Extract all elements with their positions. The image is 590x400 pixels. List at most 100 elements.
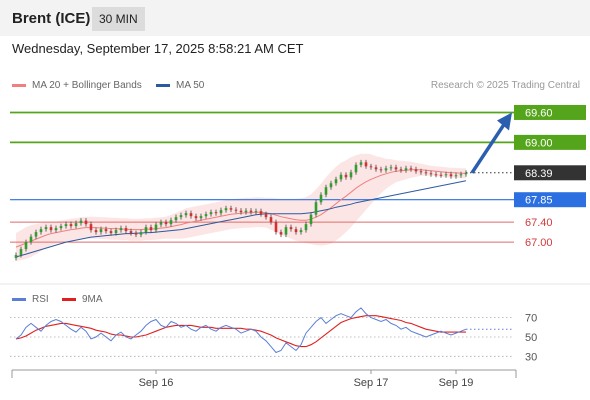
candle-body: [49, 227, 53, 231]
candle-body: [29, 236, 33, 243]
candle-body: [399, 169, 403, 171]
level-label-67.85: 67.85: [525, 195, 553, 207]
rsi-line: [15, 307, 467, 354]
candle-body: [119, 228, 123, 231]
candle-body: [79, 220, 83, 224]
last-price-tag: [514, 165, 586, 181]
candle-body: [174, 217, 178, 221]
candle-body: [299, 230, 303, 233]
candle-body: [389, 167, 393, 169]
candle-body: [189, 213, 193, 217]
candle-body: [334, 179, 338, 184]
candle-body: [89, 224, 93, 231]
candle-body: [359, 162, 363, 165]
candle-body: [59, 226, 63, 229]
candle-body: [129, 231, 133, 234]
candle-body: [449, 174, 453, 177]
candle-body: [414, 169, 418, 172]
candle-body: [44, 227, 48, 230]
candle-body: [409, 168, 413, 170]
candle-body: [179, 215, 183, 218]
candle-body: [424, 172, 428, 174]
candle-body: [379, 169, 383, 171]
candle-body: [19, 249, 23, 256]
candle-body: [404, 168, 408, 171]
level-label-69.00: 69.00: [525, 137, 553, 149]
x-tick-label: Sep 17: [354, 377, 389, 389]
rsi-level-label-50: 50: [525, 332, 537, 344]
legend-swatch-9ma: [62, 297, 76, 301]
candle-body: [289, 227, 293, 230]
legend-rsi: RSI: [12, 294, 49, 305]
candle-body: [134, 233, 138, 235]
candle-body: [444, 174, 448, 176]
instrument-title: Brent (ICE): [12, 10, 91, 27]
candle-body: [434, 174, 438, 176]
level-label-67.00: 67.00: [525, 237, 553, 249]
forecast-arrow-head: [497, 112, 512, 131]
candle-body: [364, 162, 368, 167]
candle-body: [369, 166, 373, 168]
candle-body: [264, 214, 268, 218]
level-tag-67.85: [514, 192, 586, 208]
candle-body: [249, 210, 253, 213]
candle-body: [199, 216, 203, 219]
candle-body: [464, 172, 468, 175]
candle-body: [354, 164, 358, 173]
candle-body: [144, 227, 148, 233]
candle-body: [69, 224, 73, 227]
candle-body: [454, 175, 458, 177]
candle-body: [294, 229, 298, 233]
candle-body: [284, 227, 288, 235]
candle-body: [184, 213, 188, 216]
candle-body: [204, 214, 208, 217]
legend-9ma: 9MA: [62, 294, 103, 305]
legend-ma20: MA 20 + Bollinger Bands: [12, 80, 142, 91]
candle-body: [99, 229, 103, 233]
candle-body: [74, 223, 78, 227]
candle-body: [194, 216, 198, 219]
candle-body: [244, 210, 248, 213]
candle-body: [219, 210, 223, 214]
level-label-67.40: 67.40: [525, 217, 553, 229]
candle-body: [274, 222, 278, 233]
rsi-level-label-30: 30: [525, 351, 537, 363]
candle-body: [459, 174, 463, 176]
candle-body: [104, 229, 108, 232]
level-tag-69.00: [514, 134, 586, 150]
candle-body: [254, 211, 258, 213]
research-credit: Research © 2025 Trading Central: [430, 80, 580, 91]
candle-body: [304, 224, 308, 231]
candle-body: [384, 168, 388, 171]
candle-body: [394, 167, 398, 170]
level-label-69.60: 69.60: [525, 107, 553, 119]
candle-body: [24, 242, 28, 250]
legend-swatch-ma50: [156, 83, 170, 87]
candle-body: [329, 183, 333, 188]
forecast-arrow-shaft: [470, 123, 506, 174]
candle-body: [124, 228, 128, 232]
candle-body: [169, 220, 173, 225]
legend-label-ma50: MA 50: [176, 80, 205, 91]
legend-label-9ma: 9MA: [82, 294, 103, 305]
candle-body: [344, 174, 348, 178]
candle-body: [349, 172, 353, 178]
candle-body: [109, 231, 113, 234]
candle-body: [229, 208, 233, 210]
last-price-label: 68.39: [525, 168, 553, 180]
candle-body: [164, 222, 168, 225]
rsi-9ma-line: [15, 315, 466, 348]
candle-body: [154, 224, 158, 231]
level-tag-69.60: [514, 104, 586, 120]
candle-body: [309, 214, 313, 225]
candle-body: [224, 208, 228, 211]
candle-body: [259, 211, 263, 215]
candle-body: [439, 174, 443, 176]
legend-swatch-ma20: [12, 83, 26, 87]
candle-body: [314, 202, 318, 215]
candle-body: [209, 212, 213, 215]
candle-body: [84, 220, 88, 225]
timeframe-button[interactable]: 30 MIN: [92, 7, 145, 31]
candle-body: [39, 229, 43, 233]
